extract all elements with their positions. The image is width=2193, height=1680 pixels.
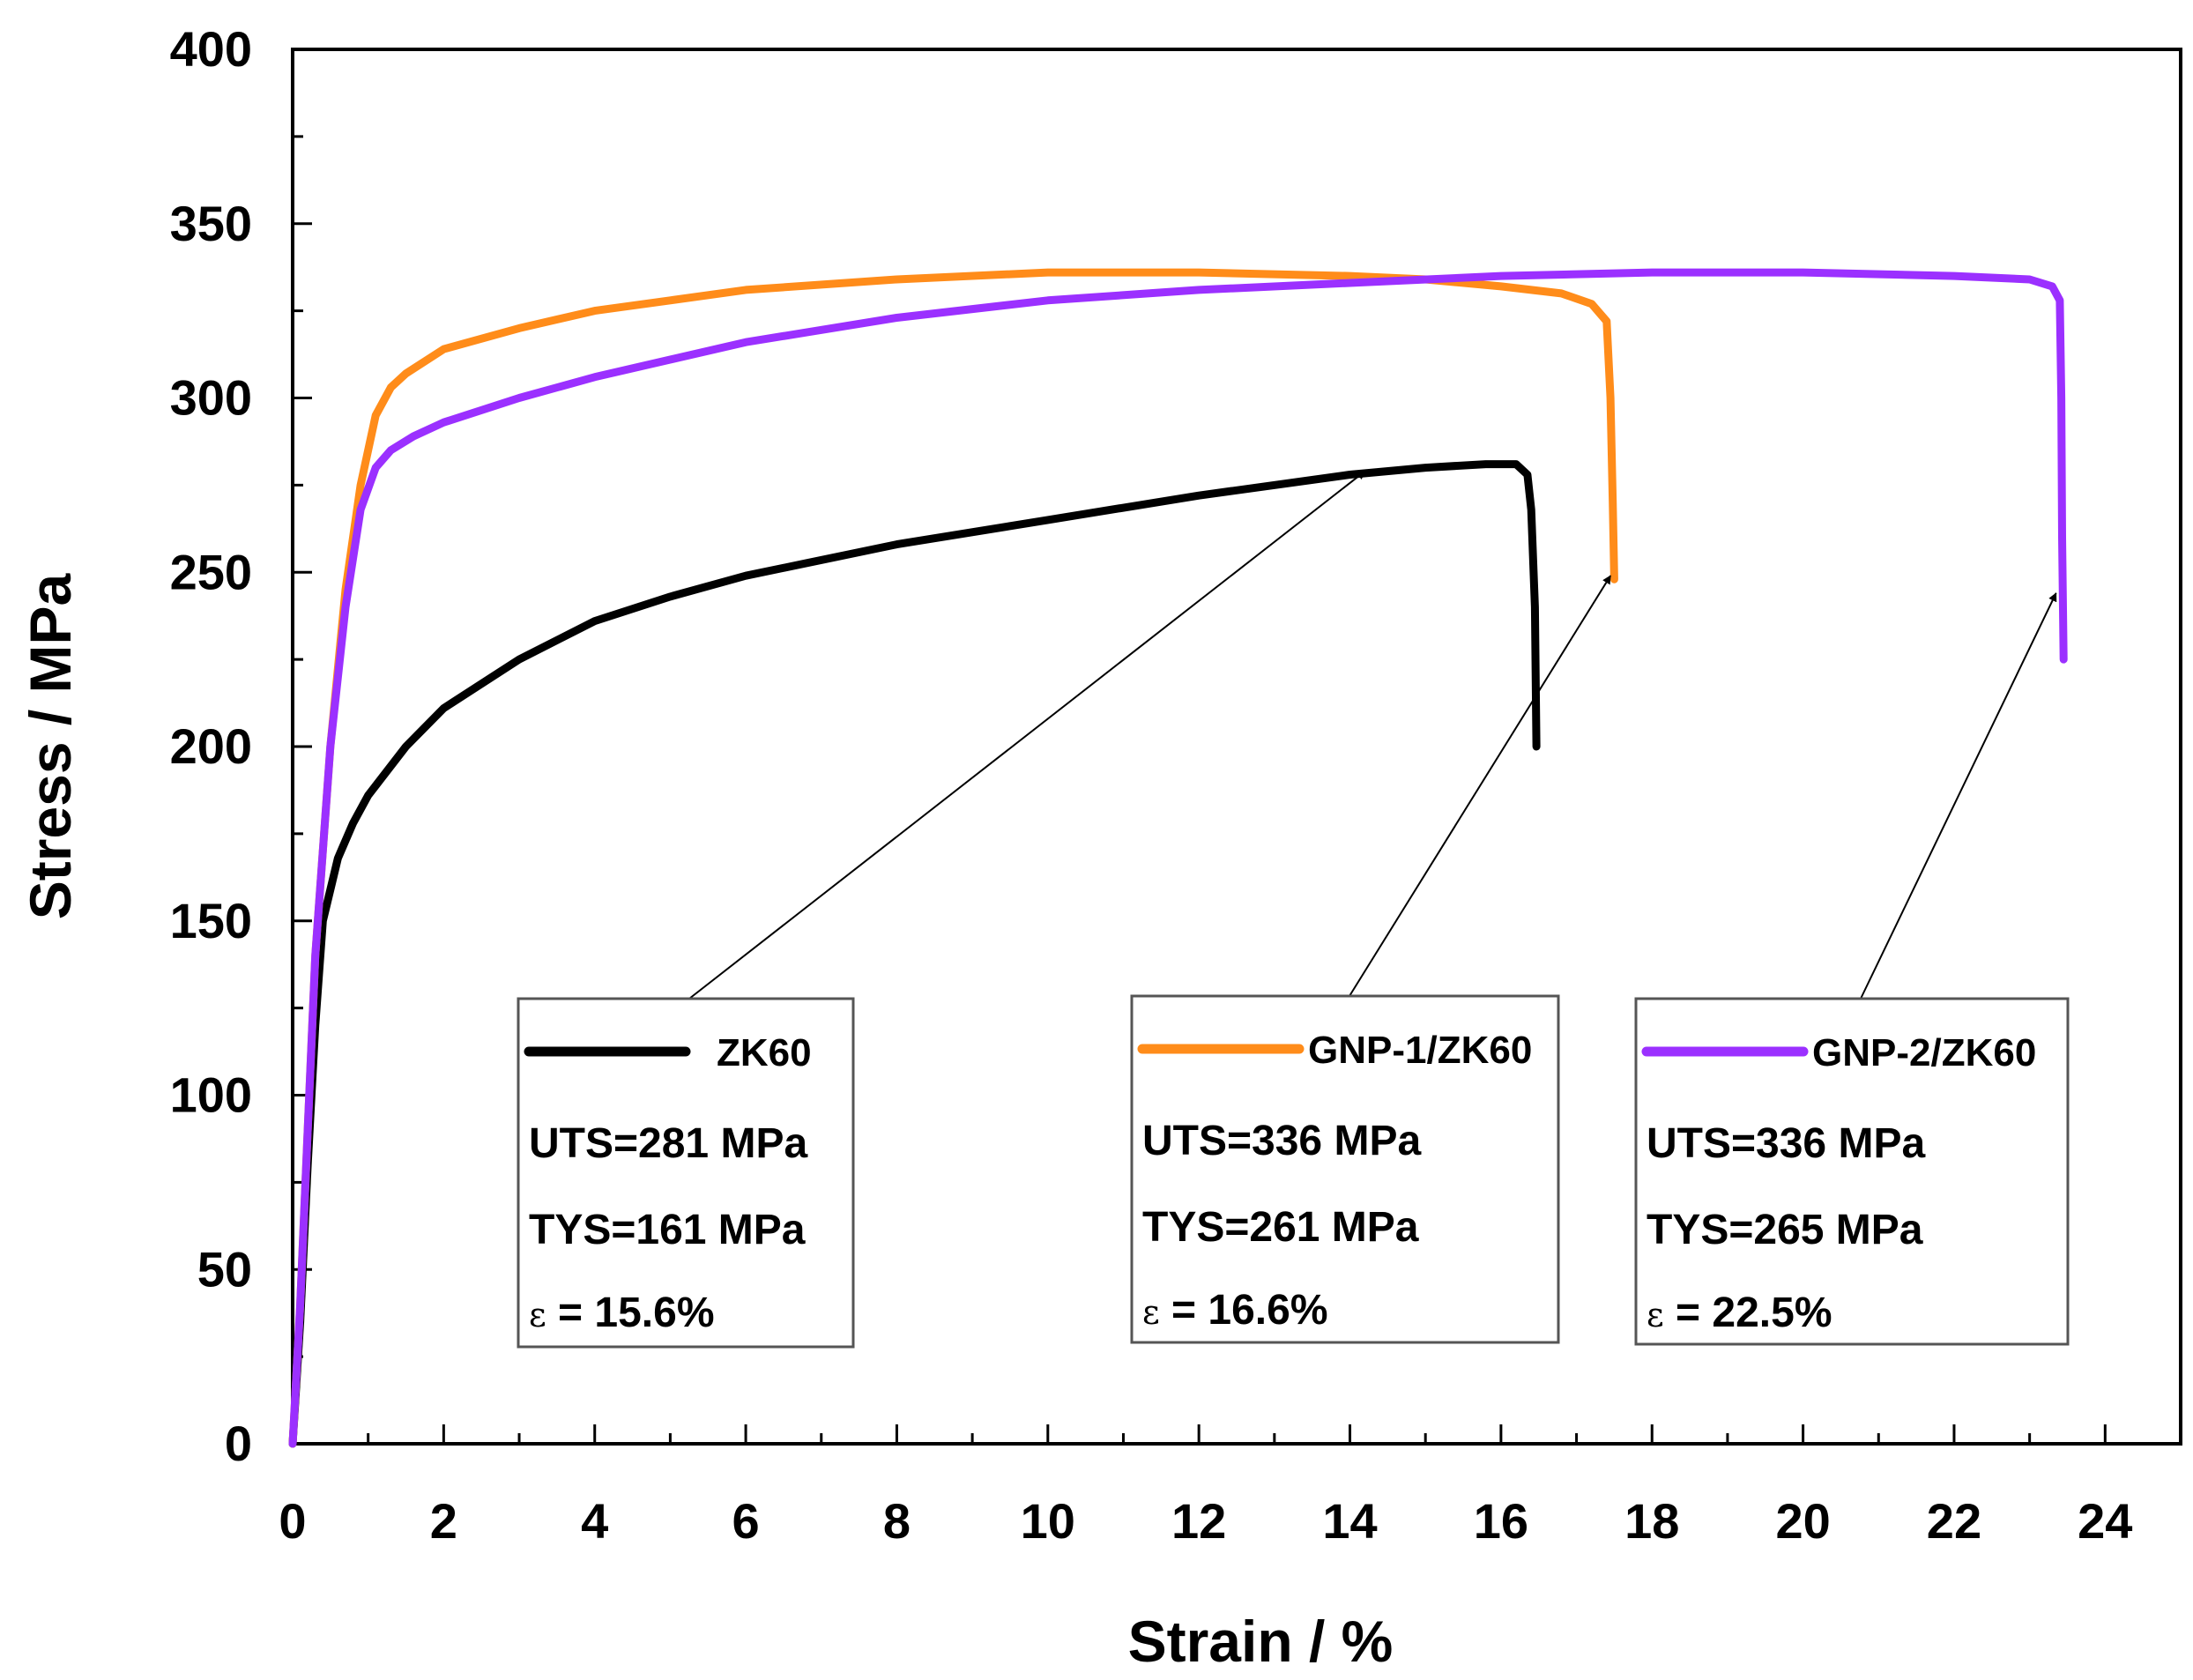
legend-label: ZK60 [717,1031,812,1074]
tys-text: TYS=265 MPa [1647,1207,1923,1253]
y-tick-label: 0 [225,1416,252,1471]
annotation-box-frame [517,997,855,1349]
x-tick-label: 4 [581,1493,608,1549]
legend-label: GNP-1/ZK60 [1308,1029,1532,1072]
annotation-box-3: GNP-2/ZK60 UTS=336 MPa TYS=265 MPa ε = 22.5… [1634,997,2070,1346]
x-tick-label: 24 [2078,1493,2132,1549]
uts-text: UTS=281 MPa [529,1120,807,1167]
x-tick-label: 14 [1322,1493,1377,1549]
x-tick-label: 2 [430,1493,457,1549]
annotation-box-2: GNP-1/ZK60 UTS=336 MPa TYS=261 MPa ε = 16.6… [1130,994,1560,1344]
annotation-box-1: ZK60 UTS=281 MPa TYS=161 MPa ε = 15.6% [517,997,855,1349]
axis-ticks [291,48,2107,1446]
y-axis-title: Stress / MPa [18,572,83,919]
x-axis-title: Strain / % [1128,1609,1394,1674]
x-tick-label: 0 [279,1493,306,1549]
legend-label: GNP-2/ZK60 [1812,1031,2036,1074]
y-tick-label: 300 [170,370,252,426]
annotation-arrow-2 [1349,575,1611,997]
y-tick-label: 100 [170,1067,252,1123]
elongation-text: ε = 16.6% [1142,1287,1328,1334]
y-tick-label: 400 [170,21,252,77]
x-tick-label: 18 [1624,1493,1679,1549]
elongation-text: ε = 22.5% [1647,1290,1832,1336]
axis-tick-labels: 0 2 4 6 8 10 12 14 16 18 20 22 240501001502002503003… [170,21,2133,1549]
uts-text: UTS=336 MPa [1142,1118,1421,1164]
data-series [288,268,2068,1448]
x-tick-label: 12 [1171,1493,1226,1549]
series-line-1 [288,460,1541,1448]
annotation-arrow-1 [688,470,1366,1000]
annotation-boxes: ZK60 UTS=281 MPa TYS=161 MPa ε = 15.6% GNP-1… [517,994,2070,1349]
y-tick-label: 150 [170,893,252,948]
x-tick-label: 16 [1474,1493,1528,1549]
x-tick-label: 20 [1775,1493,1830,1549]
y-tick-label: 50 [197,1241,252,1297]
elongation-text: ε = 15.6% [529,1290,715,1336]
tys-text: TYS=161 MPa [529,1207,806,1253]
x-tick-label: 10 [1021,1493,1075,1549]
x-tick-label: 8 [883,1493,911,1549]
series-line-3 [288,268,2068,1448]
uts-text: UTS=336 MPa [1647,1120,1925,1167]
y-tick-label: 250 [170,544,252,599]
y-tick-label: 200 [170,718,252,774]
tys-text: TYS=261 MPa [1142,1204,1419,1251]
annotation-arrows [688,470,2057,1000]
x-tick-label: 6 [732,1493,760,1549]
x-tick-label: 22 [1927,1493,1981,1549]
y-tick-label: 350 [170,196,252,251]
annotation-arrow-3 [1860,592,2057,1000]
